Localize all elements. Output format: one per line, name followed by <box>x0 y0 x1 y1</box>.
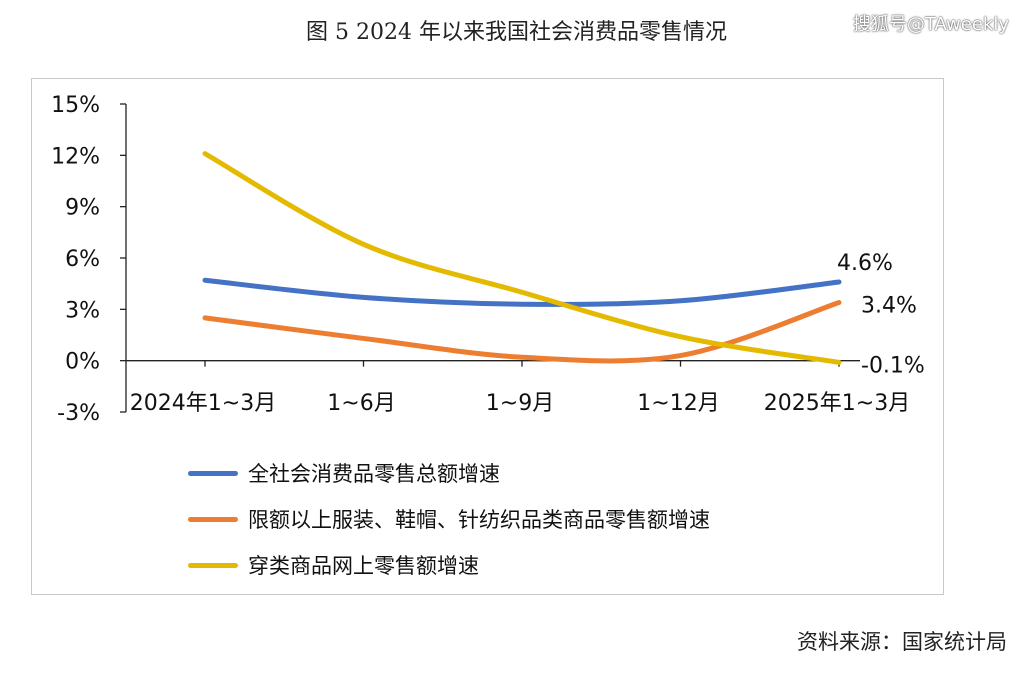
chart-title: 图 5 2024 年以来我国社会消费品零售情况 <box>306 20 727 45</box>
legend-item: 全社会消费品零售总额增速 <box>188 450 710 496</box>
series-end-label: 3.4% <box>861 293 917 318</box>
series-end-label: -0.1% <box>861 353 925 378</box>
x-tick-label: 2024年1~3月 <box>130 391 276 416</box>
y-tick-label: -3% <box>57 401 100 426</box>
x-tick-label: 2025年1~3月 <box>764 391 910 416</box>
y-tick-label: 9% <box>65 196 100 221</box>
x-tick-label: 1~12月 <box>637 391 719 416</box>
chart-frame <box>31 78 944 595</box>
x-tick-label: 1~9月 <box>486 391 554 416</box>
legend-swatch <box>188 470 238 476</box>
source-note: 资料来源：国家统计局 <box>797 630 1007 654</box>
legend-swatch <box>188 562 238 568</box>
y-tick-label: 3% <box>65 298 100 323</box>
y-tick-label: 6% <box>65 247 100 272</box>
legend-item: 穿类商品网上零售额增速 <box>188 542 710 588</box>
y-tick-label: 15% <box>51 93 100 118</box>
series-line-2 <box>202 299 842 364</box>
legend-label: 全社会消费品零售总额增速 <box>248 462 500 486</box>
legend-label: 限额以上服装、鞋帽、针纺织品类商品零售额增速 <box>248 508 710 532</box>
y-tick-label: 0% <box>65 350 100 375</box>
series-end-label: 4.6% <box>837 251 893 276</box>
legend-swatch <box>188 516 238 522</box>
watermark: 搜狐号@TAweekly <box>852 14 1009 35</box>
legend-item: 限额以上服装、鞋帽、针纺织品类商品零售额增速 <box>188 496 710 542</box>
y-tick-label: 12% <box>51 144 100 169</box>
chart-legend: 全社会消费品零售总额增速限额以上服装、鞋帽、针纺织品类商品零售额增速 穿类商品网上… <box>188 450 710 588</box>
legend-label: 穿类商品网上零售额增速 <box>248 554 479 578</box>
x-tick-label: 1~6月 <box>327 391 395 416</box>
